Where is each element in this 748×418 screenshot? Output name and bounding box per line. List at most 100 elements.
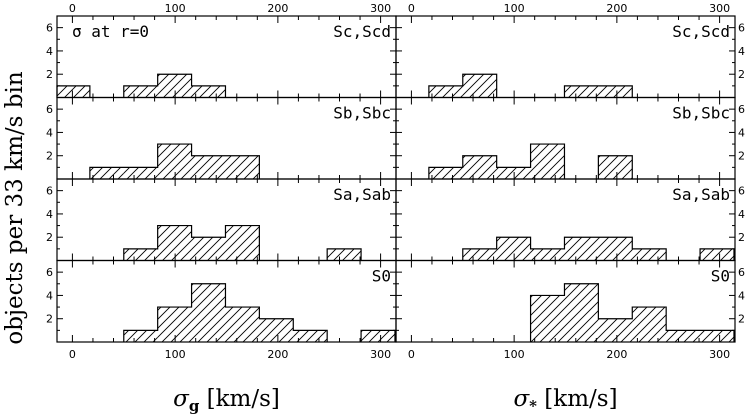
panel-type-label: Sb,Sbc bbox=[333, 104, 391, 123]
histogram-bar bbox=[157, 307, 192, 342]
histogram-bar bbox=[428, 85, 463, 98]
panel-type-label: Sa,Sab bbox=[672, 185, 730, 204]
histogram-outline bbox=[428, 143, 633, 179]
histogram-outline bbox=[428, 73, 633, 98]
histogram-bar bbox=[259, 318, 294, 342]
x-tick-label: 0 bbox=[69, 348, 76, 361]
x-tick-label-top: 0 bbox=[69, 2, 76, 15]
histogram-bar bbox=[225, 307, 260, 342]
histogram-bar bbox=[123, 85, 158, 98]
column-right: 2 4 6 Sc,Scd 2 4 6 Sb,Sbc 2 4 6 Sa,Sab 2 4 6 S0 0 0 100 100… bbox=[395, 2, 745, 415]
histogram-bar bbox=[666, 330, 701, 342]
x-tick-label: 200 bbox=[606, 348, 627, 361]
histogram-bar bbox=[293, 330, 328, 342]
histogram-bar bbox=[530, 295, 565, 342]
x-tick-label-top: 100 bbox=[504, 2, 525, 15]
histogram-bar bbox=[327, 248, 362, 261]
panel-left-4: 2 4 6 S0 bbox=[46, 259, 397, 343]
histogram-bar bbox=[700, 248, 734, 261]
y-tick-label: 4 bbox=[738, 126, 745, 139]
y-tick-label: 2 bbox=[738, 313, 745, 326]
histogram-bar bbox=[225, 155, 260, 179]
histogram-bar bbox=[89, 167, 124, 179]
histogram-bar bbox=[530, 144, 565, 179]
panel-left-1: 2 4 6 Sc,Scd σ at r=0 bbox=[46, 15, 397, 99]
x-axis-label: σ* [km/s] bbox=[513, 386, 617, 415]
y-tick-label: 2 bbox=[738, 231, 745, 244]
histogram-bar bbox=[530, 248, 565, 261]
y-axis-label: objects per 33 km/s bin bbox=[2, 71, 28, 344]
panel-right-4: 2 4 6 S0 bbox=[395, 259, 745, 343]
histogram-outline bbox=[123, 283, 396, 342]
x-tick-label-top: 0 bbox=[408, 2, 415, 15]
histogram-bar bbox=[598, 85, 633, 98]
panel-right-2: 2 4 6 Sb,Sbc bbox=[395, 96, 745, 180]
histogram-outline bbox=[462, 236, 735, 261]
y-tick-label: 2 bbox=[738, 150, 745, 163]
y-tick-label: 4 bbox=[738, 208, 745, 221]
panel-frame bbox=[395, 259, 736, 343]
histogram-bar bbox=[564, 237, 599, 261]
histogram-bar bbox=[496, 167, 531, 179]
histogram-bar bbox=[123, 248, 158, 261]
histogram-bar bbox=[462, 248, 497, 261]
column-left: 2 4 6 Sc,Scd σ at r=0 2 4 6 Sb,Sbc 2 4 6 Sa,Sab 2 4 6 S0… bbox=[46, 2, 397, 415]
histogram-bar bbox=[598, 237, 633, 261]
panel-right-3: 2 4 6 Sa,Sab bbox=[395, 178, 745, 262]
x-tick-label-top: 300 bbox=[370, 2, 391, 15]
y-tick-label: 4 bbox=[46, 289, 53, 302]
histogram-bar bbox=[191, 85, 226, 98]
x-tick-label: 300 bbox=[370, 348, 391, 361]
y-tick-label: 4 bbox=[46, 208, 53, 221]
histogram-bar bbox=[123, 167, 158, 179]
x-tick-label: 100 bbox=[504, 348, 525, 361]
y-tick-label: 2 bbox=[46, 231, 53, 244]
histogram-outline bbox=[123, 224, 362, 261]
histogram-bar bbox=[361, 330, 395, 342]
histogram-bar bbox=[191, 283, 226, 342]
y-tick-label: 2 bbox=[46, 150, 53, 163]
x-tick-label-top: 100 bbox=[165, 2, 186, 15]
panel-type-label: Sc,Scd bbox=[333, 22, 391, 41]
y-tick-label: 6 bbox=[46, 103, 53, 116]
histogram-bar bbox=[700, 330, 734, 342]
y-tick-label: 6 bbox=[46, 22, 53, 35]
panel-type-label: S0 bbox=[711, 267, 730, 286]
x-tick-label: 0 bbox=[408, 348, 415, 361]
x-tick-label-top: 200 bbox=[606, 2, 627, 15]
histogram-bar bbox=[598, 318, 633, 342]
histogram-bar bbox=[428, 167, 463, 179]
histogram-bar bbox=[564, 283, 599, 342]
y-tick-label: 6 bbox=[738, 185, 745, 198]
x-axis-label: σg [km/s] bbox=[173, 386, 280, 415]
histogram-bar bbox=[157, 74, 192, 98]
histogram-bar bbox=[191, 155, 226, 179]
x-tick-label: 300 bbox=[709, 348, 730, 361]
y-tick-label: 4 bbox=[46, 45, 53, 58]
histogram-bar bbox=[632, 248, 667, 261]
y-tick-label: 6 bbox=[46, 266, 53, 279]
histogram-bar bbox=[598, 155, 633, 179]
panel-right-1: 2 4 6 Sc,Scd bbox=[395, 15, 745, 99]
panel-type-label: S0 bbox=[372, 267, 391, 286]
histogram-bar bbox=[462, 74, 497, 98]
y-tick-label: 2 bbox=[46, 68, 53, 81]
panel-type-label: Sa,Sab bbox=[333, 185, 391, 204]
y-tick-label: 2 bbox=[46, 313, 53, 326]
x-tick-label: 200 bbox=[267, 348, 288, 361]
panel-type-label: Sc,Scd bbox=[672, 22, 730, 41]
y-tick-label: 4 bbox=[738, 45, 745, 58]
x-tick-label: 100 bbox=[165, 348, 186, 361]
x-tick-label-top: 300 bbox=[709, 2, 730, 15]
y-tick-label: 6 bbox=[738, 103, 745, 116]
histogram-bar bbox=[57, 85, 90, 98]
y-tick-label: 4 bbox=[738, 289, 745, 302]
panel-annotation: σ at r=0 bbox=[72, 22, 149, 41]
histogram-bar bbox=[564, 85, 599, 98]
y-tick-label: 6 bbox=[738, 266, 745, 279]
histogram-bar bbox=[123, 330, 158, 342]
y-tick-label: 6 bbox=[46, 185, 53, 198]
y-tick-label: 2 bbox=[738, 68, 745, 81]
y-tick-label: 6 bbox=[738, 22, 745, 35]
histogram-bar bbox=[157, 225, 192, 261]
